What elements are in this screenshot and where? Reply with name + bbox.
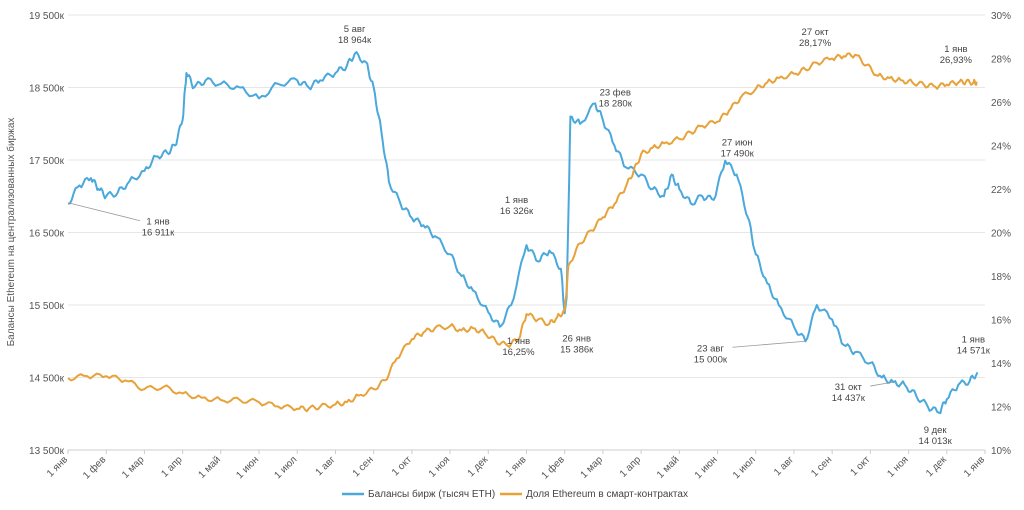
y-right-tick-label: 24% <box>991 142 1011 153</box>
series-line-share <box>67 52 978 413</box>
y-right-tick-label: 26% <box>991 98 1011 109</box>
annotation-label: 17 490к <box>721 149 755 160</box>
y-left-tick-label: 19 500к <box>29 11 65 22</box>
annotation-label: 1 янв <box>505 195 528 206</box>
x-tick-label: 1 июл <box>272 454 299 481</box>
x-tick-label: 1 дек <box>466 454 491 479</box>
annotation-label: 1 янв <box>146 217 169 228</box>
annotation-label: 9 дек <box>924 425 948 436</box>
x-tick-label: 1 май <box>197 454 223 480</box>
y-axis-left: 13 500к 14 500к 15 500к 16 500к 17 500к 18 50… <box>29 11 65 457</box>
x-tick-label: 1 окт <box>848 454 872 478</box>
annotation-label: 18 964к <box>338 35 372 46</box>
x-tick-label: 1 сен <box>351 454 376 479</box>
x-tick-label: 1 авг <box>314 454 338 478</box>
y-left-tick-label: 16 500к <box>29 229 65 240</box>
x-tick-label: 1 мар <box>579 454 606 481</box>
x-tick-label: 1 ноя <box>427 454 452 479</box>
y-left-tick-label: 13 500к <box>29 446 65 457</box>
annotation-leader <box>732 340 806 348</box>
annotation-label: 14 013к <box>919 436 953 447</box>
annotation-label: 14 437к <box>832 393 866 404</box>
y-right-tick-label: 22% <box>991 185 1011 196</box>
grid-lines <box>68 14 985 451</box>
x-tick-label: 1 апр <box>159 454 185 480</box>
y-left-tick-label: 14 500к <box>29 374 65 385</box>
annotation-label: 28,17% <box>799 38 832 49</box>
y-right-tick-label: 18% <box>991 272 1011 283</box>
x-axis: 1 янв 1 фев 1 мар 1 апр 1 май 1 июн 1 июл 1 авг… <box>45 449 987 482</box>
annotation-label: 16 911к <box>142 228 175 239</box>
x-tick-label: 1 авг <box>772 454 796 478</box>
y-left-tick-label: 17 500к <box>29 156 65 167</box>
series-line-balances <box>68 51 979 415</box>
x-tick-label: 1 янв <box>962 454 987 479</box>
x-tick-label: 1 окт <box>390 454 414 478</box>
x-tick-label: 1 сен <box>809 454 834 479</box>
y-left-tick-label: 15 500к <box>29 301 65 312</box>
x-tick-label: 1 июл <box>731 454 758 481</box>
x-tick-label: 1 фев <box>80 454 108 482</box>
annotation-label: 23 фев <box>600 87 631 98</box>
x-tick-label: 1 июн <box>693 454 720 481</box>
annotation-leader <box>870 381 894 387</box>
y-left-tick-label: 18 500к <box>29 84 65 95</box>
annotation-label: 16 326к <box>500 206 534 217</box>
y-right-tick-label: 16% <box>991 316 1011 327</box>
y-right-tick-label: 28% <box>991 55 1011 66</box>
annotation-label: 26 янв <box>562 333 591 344</box>
annotation-label: 23 авг <box>697 343 725 354</box>
legend-label-balances: Балансы бирж (тысяч ETH) <box>368 488 495 500</box>
annotation-leader <box>67 202 141 222</box>
x-tick-label: 1 апр <box>618 454 644 480</box>
annotation-label: 1 янв <box>962 334 985 345</box>
annotation-label: 1 янв <box>507 336 530 347</box>
annotation-label: 15 000к <box>694 354 728 365</box>
x-tick-label: 1 май <box>655 454 681 480</box>
annotation-label: 1 янв <box>944 44 967 55</box>
legend: Балансы бирж (тысяч ETH) Доля Ethereum в… <box>342 488 688 500</box>
x-tick-label: 1 июн <box>234 454 261 481</box>
y-right-tick-label: 12% <box>991 403 1011 414</box>
x-tick-label: 1 ноя <box>885 454 910 479</box>
annotation-label: 14 571к <box>957 345 991 356</box>
x-tick-label: 1 янв <box>45 454 70 479</box>
annotation-label: 26,93% <box>940 55 973 66</box>
x-tick-label: 1 янв <box>503 454 528 479</box>
annotation-label: 27 окт <box>802 27 830 38</box>
x-tick-label: 1 фев <box>539 454 567 482</box>
annotation-label: 31 окт <box>835 382 863 393</box>
annotation-label: 18 280к <box>599 98 633 109</box>
legend-label-share: Доля Ethereum в смарт-контрактах <box>526 489 688 500</box>
annotation-label: 15 386к <box>560 344 594 355</box>
y-right-tick-label: 30% <box>991 11 1011 22</box>
y-right-tick-label: 14% <box>991 359 1011 370</box>
x-tick-label: 1 мар <box>120 454 147 481</box>
y-axis-label: Балансы Ethereum на централизованных бир… <box>5 118 17 347</box>
series-lines <box>67 51 979 415</box>
annotation-label: 16,25% <box>502 347 535 358</box>
annotation-label: 5 авг <box>344 24 366 35</box>
y-right-tick-label: 20% <box>991 229 1011 240</box>
y-axis-right: 10% 12% 14% 16% 18% 20% 22% 24% 26% 28% 30% <box>991 11 1011 457</box>
x-tick-label: 1 дек <box>924 454 949 479</box>
annotation-label: 27 июн <box>722 138 753 149</box>
y-right-tick-label: 10% <box>991 446 1011 457</box>
